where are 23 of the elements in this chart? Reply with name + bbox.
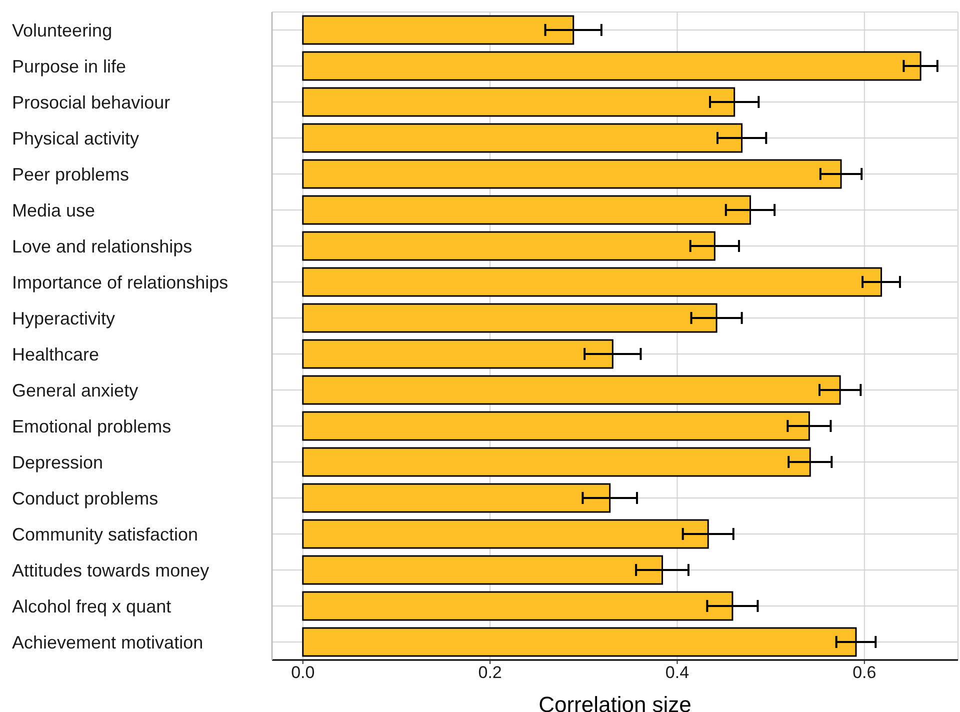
y-tick-label: Conduct problems [12,488,158,508]
x-tick-label: 0.6 [852,663,876,682]
y-tick-label: Prosocial behaviour [12,92,170,112]
x-axis-title: Correlation size [538,692,692,712]
y-tick-label: Importance of relationships [12,272,228,292]
y-tick-label: Love and relationships [12,236,192,256]
y-tick-label: Depression [12,452,104,472]
x-tick-label: 0.4 [665,663,690,682]
y-tick-label: Physical activity [12,128,140,148]
y-tick-label: Purpose in life [12,56,126,76]
y-tick-label: Peer problems [12,164,130,184]
y-tick-label: Healthcare [12,344,100,364]
y-tick-label: Hyperactivity [12,308,116,328]
y-tick-label: Volunteering [12,20,112,40]
y-tick-label: Attitudes towards money [12,560,210,580]
y-tick-label: Alcohol freq x quant [12,596,172,616]
y-tick-label: Achievement motivation [12,632,204,652]
y-tick-label: Emotional problems [12,416,172,436]
x-tick-label: 0.0 [291,663,315,682]
y-tick-label: Media use [12,200,96,220]
x-tick-label: 0.2 [478,663,502,682]
y-tick-label: Community satisfaction [12,524,198,544]
y-tick-label: General anxiety [12,380,138,400]
